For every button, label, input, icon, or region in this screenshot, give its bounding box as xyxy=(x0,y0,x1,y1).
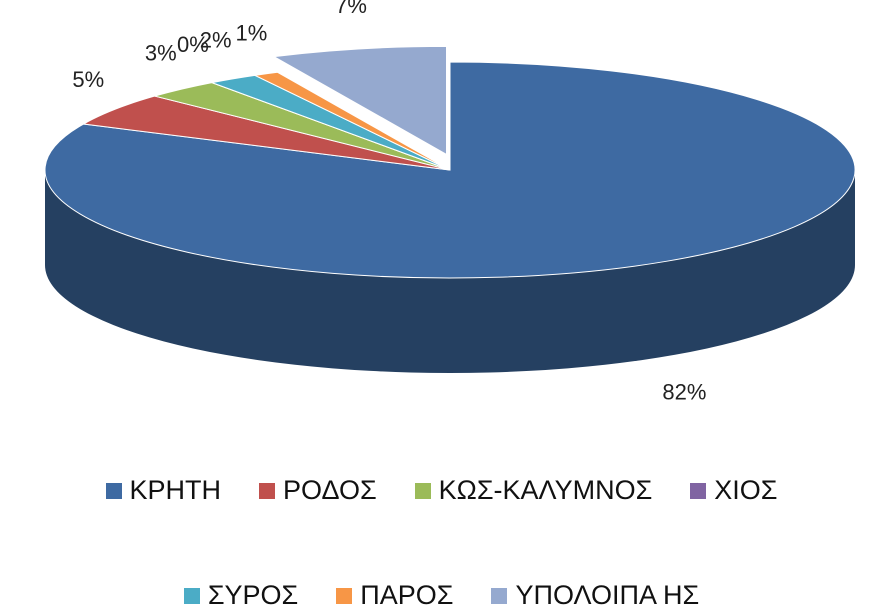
pie-area: 82% 5% 3% 0%2% 1% 7% xyxy=(44,0,856,404)
legend-label: ΡΟΔΟΣ xyxy=(283,475,377,505)
data-label: 7% xyxy=(335,0,367,18)
legend-item: ΚΡΗΤΗ xyxy=(105,475,222,506)
legend-swatch xyxy=(183,587,200,604)
data-label: 2% xyxy=(200,27,232,52)
legend-swatch xyxy=(259,482,276,499)
legend-label: ΥΠΟΛΟΙΠΑ ΗΣ xyxy=(515,580,700,610)
legend-item: ΧΙΟΣ xyxy=(690,475,777,506)
slice-side xyxy=(45,170,855,373)
legend-swatch xyxy=(105,482,122,499)
tops xyxy=(44,45,856,279)
legend-row: ΣΥΡΟΣ ΠΑΡΟΣ ΥΠΟΛΟΙΠΑ ΗΣ xyxy=(0,580,883,611)
sides xyxy=(45,170,855,373)
data-label: 82% xyxy=(662,379,706,404)
legend-item: ΚΩΣ-ΚΑΛΥΜΝΟΣ xyxy=(414,475,653,506)
legend-label: ΣΥΡΟΣ xyxy=(207,580,299,610)
legend-item: ΥΠΟΛΟΙΠΑ ΗΣ xyxy=(491,580,699,611)
legend-label: ΧΙΟΣ xyxy=(714,475,778,505)
legend-swatch xyxy=(336,587,353,604)
legend-swatch xyxy=(491,587,508,604)
legend-label: ΚΡΗΤΗ xyxy=(129,475,222,505)
legend-item: ΠΑΡΟΣ xyxy=(336,580,453,611)
data-label: 3% xyxy=(145,40,177,65)
data-label: 1% xyxy=(236,21,268,46)
legend-label: ΠΑΡΟΣ xyxy=(360,580,454,610)
slice xyxy=(253,71,451,171)
slice xyxy=(272,45,448,156)
legend-item: ΣΥΡΟΣ xyxy=(183,580,299,611)
legend-item: ΡΟΔΟΣ xyxy=(259,475,377,506)
labels: 82% 5% 3% 0%2% 1% 7% xyxy=(72,0,706,404)
legend-swatch xyxy=(690,482,707,499)
legend-swatch xyxy=(414,482,431,499)
data-label: 0% xyxy=(177,32,209,57)
legend-row: ΚΡΗΤΗ ΡΟΔΟΣ ΚΩΣ-ΚΑΛΥΜΝΟΣ ΧΙΟΣ xyxy=(0,475,883,506)
legend-label: ΚΩΣ-ΚΑΛΥΜΝΟΣ xyxy=(438,475,653,505)
data-label: 5% xyxy=(72,67,104,92)
